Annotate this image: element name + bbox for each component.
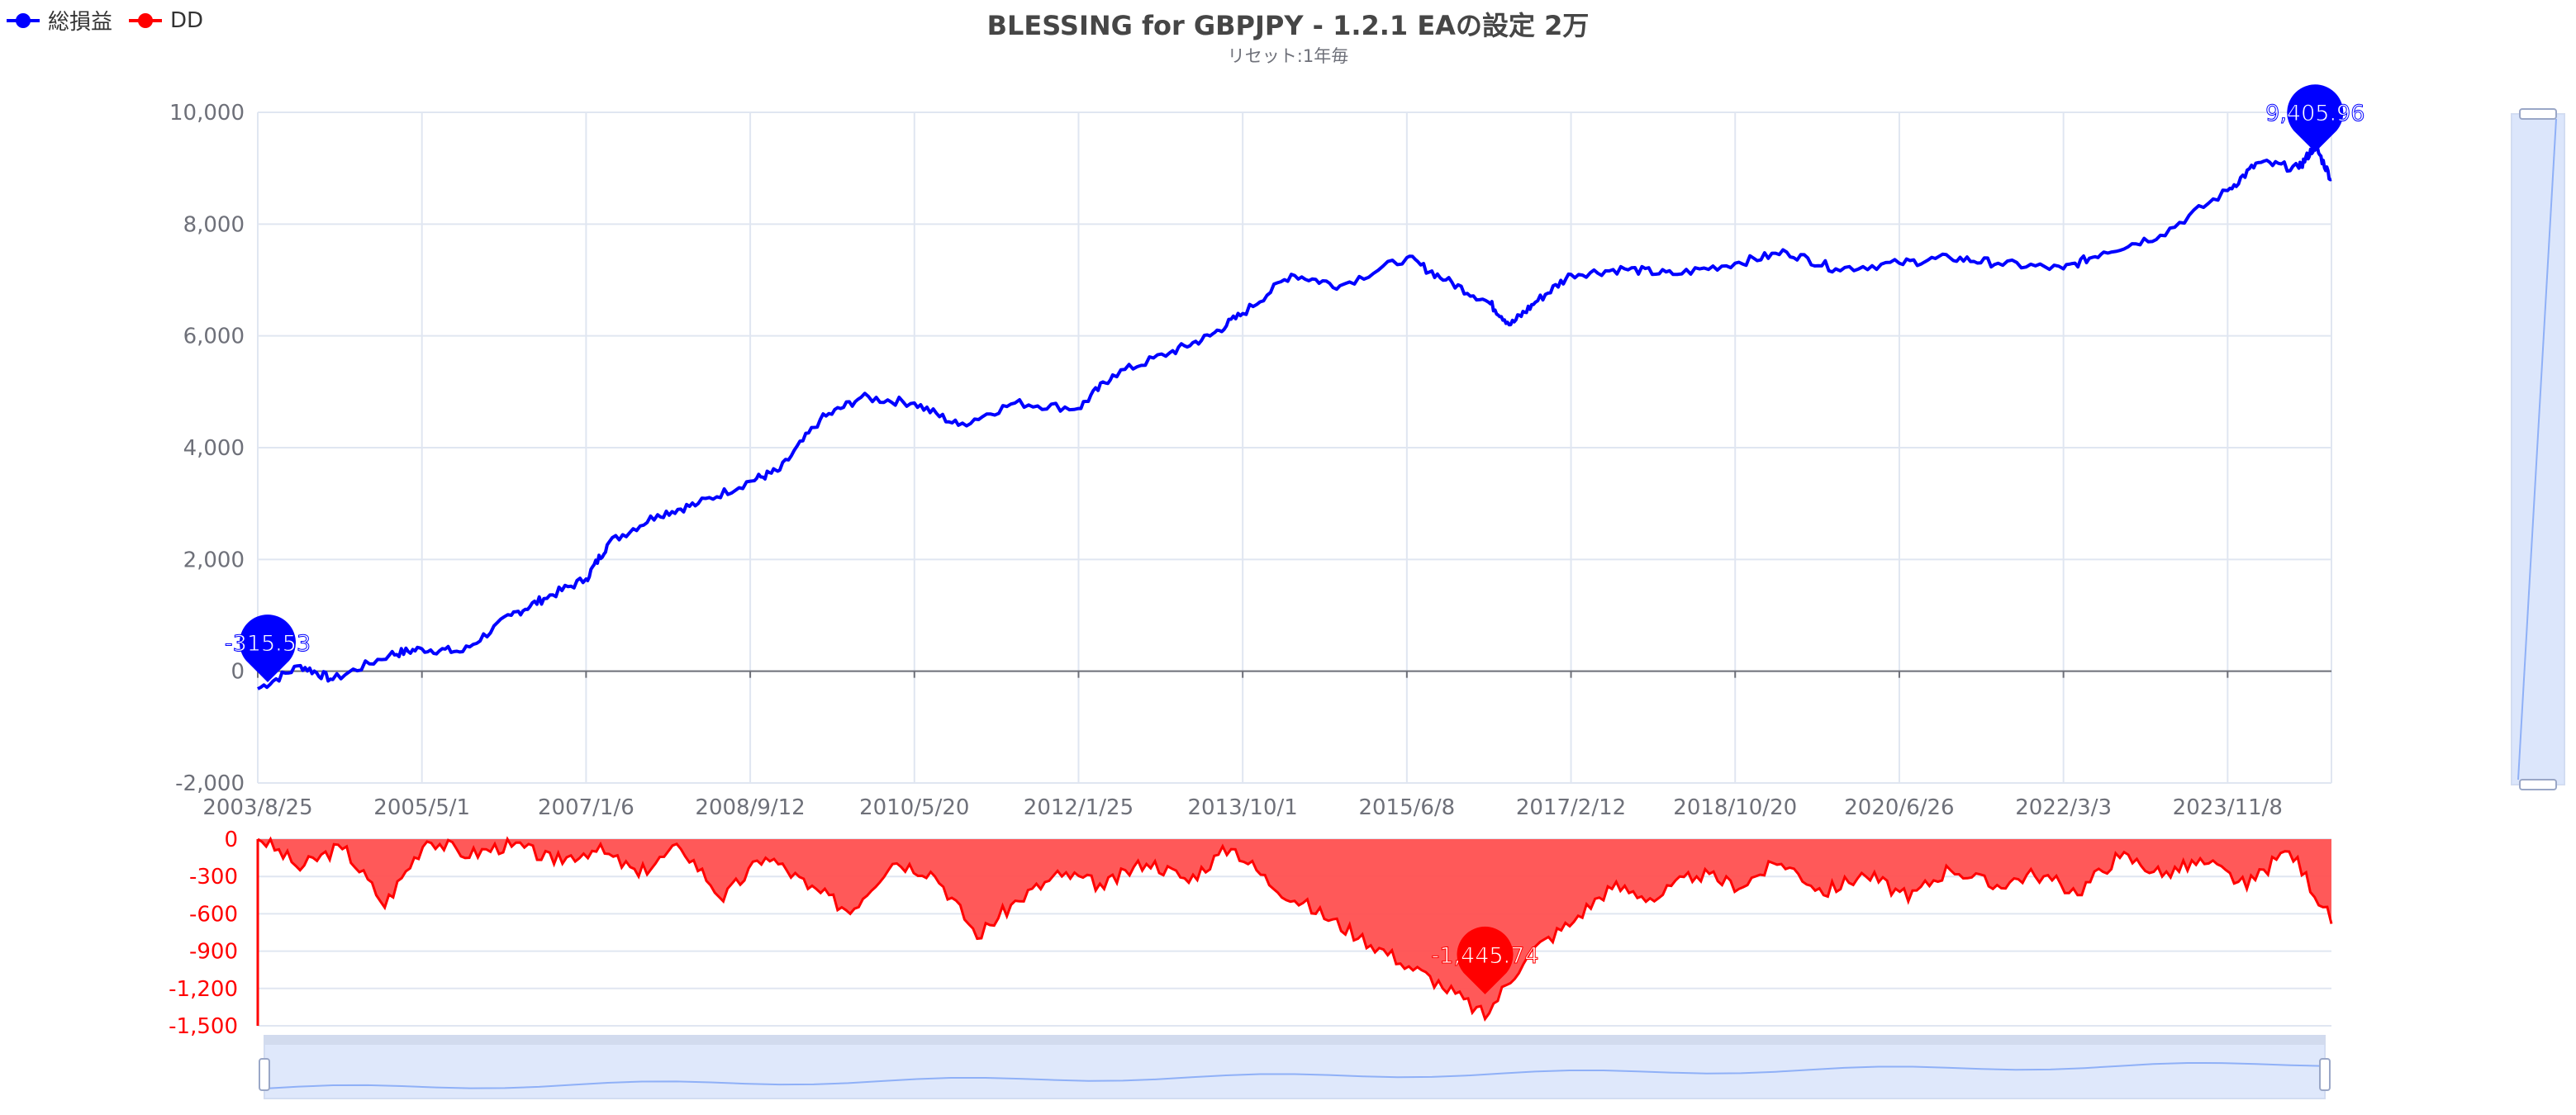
markpoint-min-label: -315.53 xyxy=(225,631,311,657)
zoom-handle-right[interactable] xyxy=(2319,1058,2331,1091)
markpoint-dd-min-pin xyxy=(1457,926,1514,994)
dd-y-tick-label: 0 xyxy=(224,828,238,852)
dd-area xyxy=(258,839,2331,1019)
dd-y-tick-label: -300 xyxy=(189,865,238,890)
dd-y-tick-label: -900 xyxy=(189,940,238,965)
legend-dd-icon xyxy=(129,12,163,28)
markpoint-max-pin xyxy=(2287,84,2344,153)
markpoint-min: -315.53 xyxy=(224,614,311,683)
x-tick-label: 2017/2/12 xyxy=(1516,795,1626,820)
x-tick-label: 2007/1/6 xyxy=(538,795,634,820)
y-tick-label: 2,000 xyxy=(183,548,245,572)
vzoom-handle-bottom[interactable] xyxy=(2519,779,2557,790)
legend: 総損益 DD xyxy=(7,5,203,36)
dd-y-tick-label: -1,200 xyxy=(169,977,238,1002)
legend-profit-label: 総損益 xyxy=(48,10,113,35)
x-tick-label: 2008/9/12 xyxy=(695,795,805,820)
legend-dd-label: DD xyxy=(170,7,204,33)
y-tick-label: 6,000 xyxy=(183,325,245,349)
x-tick-label: 2020/6/26 xyxy=(1844,795,1954,820)
legend-item-dd[interactable]: DD xyxy=(129,8,203,33)
zoom-slider-preview xyxy=(264,1061,2326,1089)
x-tick-label: 2010/5/20 xyxy=(859,795,969,820)
zoom-slider-move-bar[interactable] xyxy=(264,1035,2325,1045)
chart-subtitle: リセット:1年毎 xyxy=(1227,46,1349,66)
x-tick-label: 2023/11/8 xyxy=(2173,795,2283,820)
dd-line xyxy=(257,836,2333,1022)
markpoint-min-pin xyxy=(240,614,296,683)
zoom-handle-left[interactable] xyxy=(259,1058,270,1091)
zoom-slider-selection xyxy=(264,1036,2325,1098)
chart-title: BLESSING for GBPJPY - 1.2.1 EAの設定 2万 xyxy=(986,10,1590,41)
markpoint-dd-min: -1,445.74 xyxy=(1431,926,1539,994)
markpoint-max: 9,405.96 xyxy=(2265,84,2365,153)
x-tick-label: 2022/3/3 xyxy=(2015,795,2112,820)
x-tick-label: 2015/6/8 xyxy=(1358,795,1455,820)
legend-profit-icon xyxy=(7,12,40,28)
y-tick-label: 4,000 xyxy=(183,436,245,461)
markpoint-max-label: 9,405.96 xyxy=(2265,101,2365,126)
x-tick-label: 2003/8/25 xyxy=(202,795,312,820)
y-tick-label: 10,000 xyxy=(169,101,245,126)
x-tick-label: 2012/1/25 xyxy=(1024,795,1134,820)
x-tick-label: 2018/10/20 xyxy=(1673,795,1797,820)
profit-line xyxy=(257,142,2332,690)
x-tick-label: 2013/10/1 xyxy=(1187,795,1297,820)
x-tick-label: 2005/5/1 xyxy=(373,795,470,820)
vzoom-slider-preview xyxy=(2517,118,2557,780)
legend-item-profit[interactable]: 総損益 xyxy=(7,5,112,36)
markpoint-dd-min-label: -1,445.74 xyxy=(1432,943,1539,969)
vzoom-handle-top[interactable] xyxy=(2519,108,2557,120)
dd-y-tick-label: -1,500 xyxy=(169,1014,238,1039)
y-tick-label: -2,000 xyxy=(175,771,245,796)
y-tick-label: 0 xyxy=(231,660,245,685)
y-tick-label: 8,000 xyxy=(183,212,245,237)
dd-y-tick-label: -600 xyxy=(189,902,238,927)
